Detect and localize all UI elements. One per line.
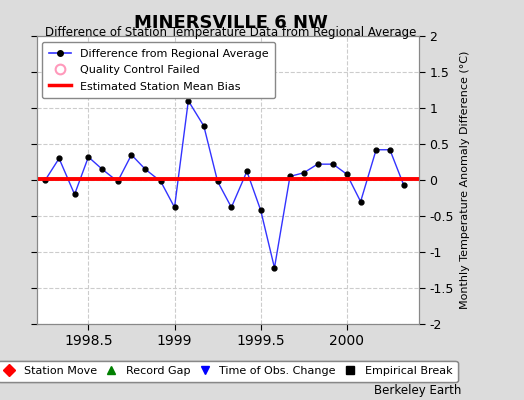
Legend: Station Move, Record Gap, Time of Obs. Change, Empirical Break: Station Move, Record Gap, Time of Obs. C…	[0, 361, 457, 382]
Text: Berkeley Earth: Berkeley Earth	[374, 384, 461, 397]
Text: MINERSVILLE 6 NW: MINERSVILLE 6 NW	[134, 14, 328, 32]
Text: Difference of Station Temperature Data from Regional Average: Difference of Station Temperature Data f…	[45, 26, 416, 39]
Y-axis label: Monthly Temperature Anomaly Difference (°C): Monthly Temperature Anomaly Difference (…	[460, 51, 470, 309]
